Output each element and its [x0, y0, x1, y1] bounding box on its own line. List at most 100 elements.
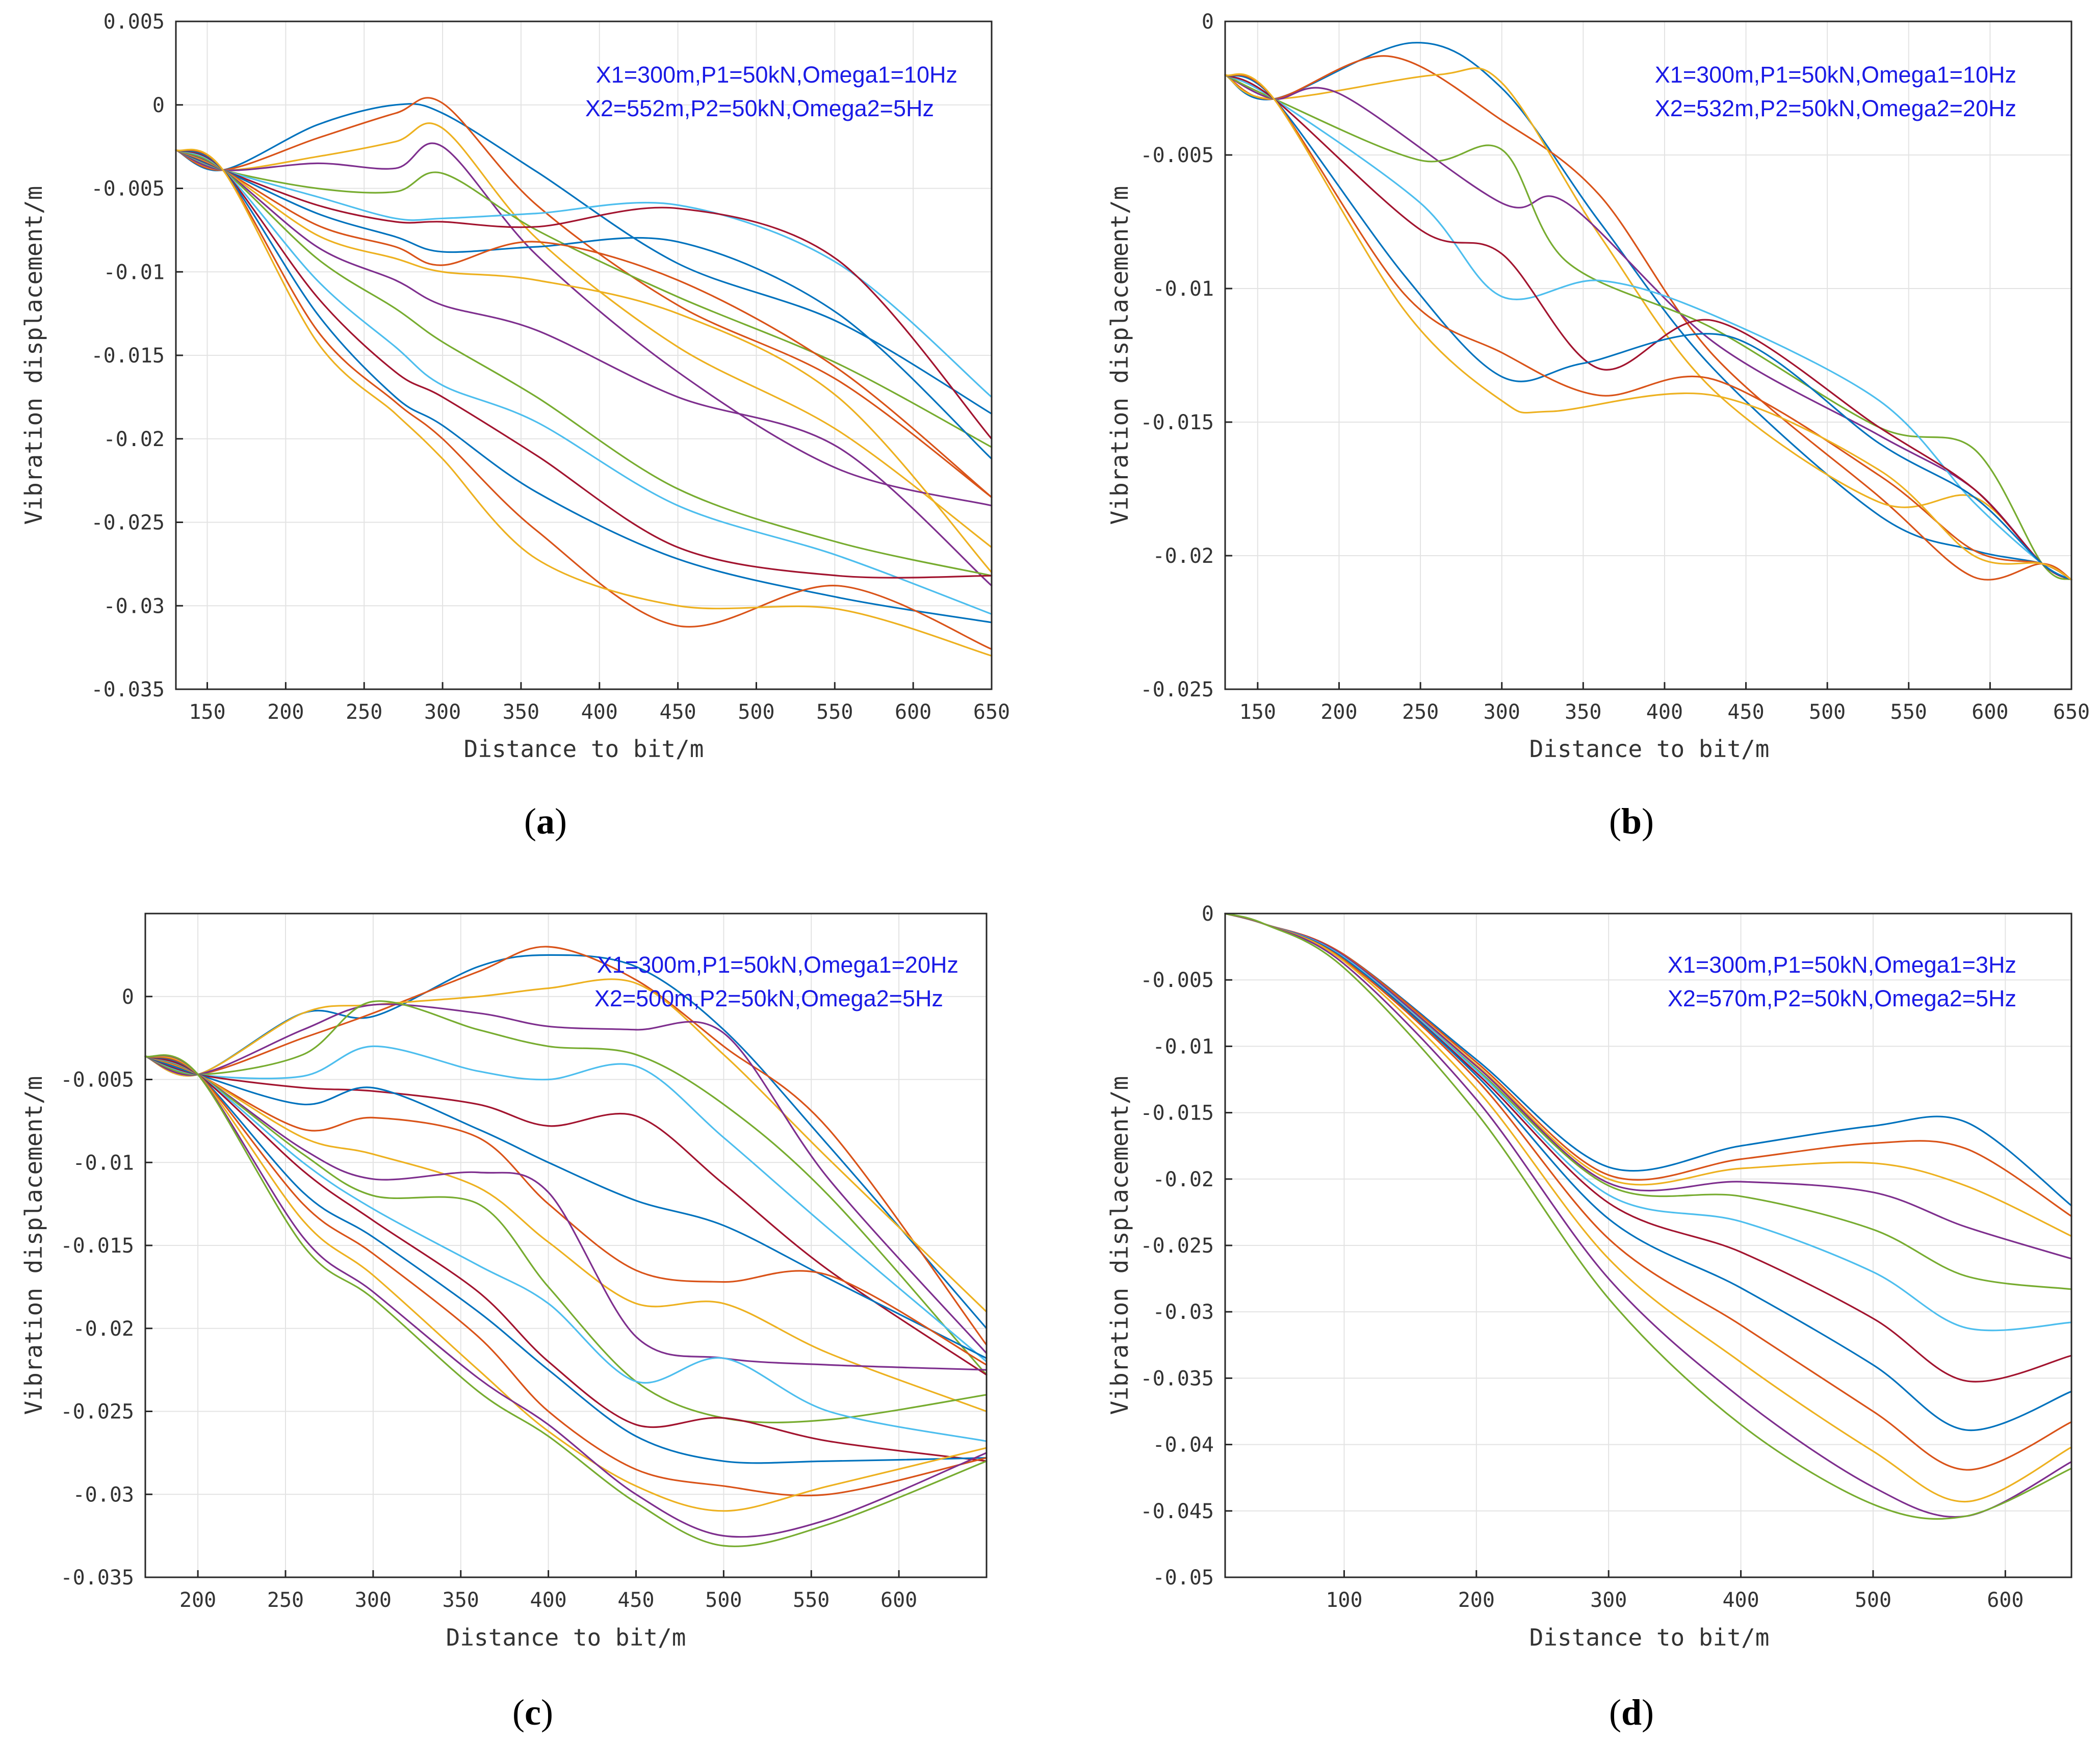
x-axis-label: Distance to bit/m — [446, 1624, 686, 1651]
x-axis-label: Distance to bit/m — [464, 735, 704, 763]
series-line-curve-13 — [144, 1055, 988, 1442]
x-tick-label: 300 — [355, 1589, 392, 1612]
series-line-curve-14 — [144, 1055, 988, 1462]
x-tick-label: 350 — [1565, 700, 1601, 724]
series-line-curve-12 — [1224, 913, 2072, 1520]
y-axis-label: Vibration displacement/m — [1106, 1076, 1133, 1415]
series-line-curve-6 — [144, 1045, 988, 1363]
y-tick-label: -0.04 — [1153, 1434, 1214, 1457]
y-tick-label: -0.02 — [1153, 1168, 1214, 1191]
series-line-curve-13 — [175, 149, 993, 615]
series-line-curve-11 — [144, 1055, 988, 1371]
y-tick-label: -0.03 — [73, 1483, 134, 1506]
series-line-curve-5 — [144, 1000, 988, 1376]
series-line-curve-4 — [1224, 913, 2072, 1260]
y-axis-label: Vibration displacement/m — [1106, 186, 1133, 525]
y-tick-label: -0.035 — [1140, 1367, 1214, 1390]
x-tick-label: 400 — [1646, 700, 1683, 724]
panel-b: 150 200 250 300 350 400 450 500 550 600 650 0 -0.005… — [1106, 10, 2090, 842]
series-line-curve-10 — [175, 149, 993, 574]
series-line-curve-19 — [144, 1054, 988, 1547]
y-tick-label: -0.035 — [61, 1566, 135, 1590]
series-line-curve-2 — [1224, 55, 2072, 581]
y-tick-label: 0 — [152, 94, 165, 117]
series-line-curve-10 — [1224, 913, 2072, 1503]
annotation-line-1: X1=300m,P1=50kN,Omega1=10Hz — [1655, 62, 2016, 88]
annotation-line-2: X2=532m,P2=50kN,Omega2=20Hz — [1655, 95, 2016, 121]
x-tick-label: 250 — [267, 1589, 304, 1612]
x-tick-label: 200 — [1320, 700, 1357, 724]
y-tick-label: -0.005 — [61, 1069, 135, 1092]
y-tick-label: -0.005 — [1140, 969, 1214, 992]
y-tick-label: -0.03 — [1153, 1300, 1214, 1324]
series-line-curve-14 — [175, 149, 993, 579]
series-line-curve-3 — [144, 978, 988, 1313]
x-tick-label: 400 — [1722, 1589, 1759, 1612]
annotation-line-1: X1=300m,P1=50kN,Omega1=3Hz — [1668, 952, 2016, 978]
series-line-curve-7 — [1224, 74, 2072, 581]
x-tick-label: 550 — [816, 700, 853, 724]
series-line-curve-16 — [144, 1055, 988, 1497]
x-tick-label: 300 — [1590, 1589, 1627, 1612]
series-line-curve-12 — [144, 1055, 988, 1423]
y-tick-label: 0 — [1202, 902, 1214, 926]
series-line-curve-9 — [144, 1055, 988, 1366]
y-tick-label: -0.015 — [1140, 411, 1214, 434]
x-tick-label: 500 — [1855, 1589, 1891, 1612]
y-tick-label: -0.01 — [1153, 277, 1214, 301]
x-tick-label: 450 — [1727, 700, 1764, 724]
annotation-line-2: X2=500m,P2=50kN,Omega2=5Hz — [594, 985, 943, 1011]
panel-label: (a) — [524, 801, 567, 842]
series-line-curve-12 — [175, 149, 993, 577]
y-tick-label: -0.015 — [91, 344, 165, 368]
x-tick-label: 300 — [424, 700, 461, 724]
annotation-line-2: X2=552m,P2=50kN,Omega2=5Hz — [585, 95, 934, 121]
y-tick-label: -0.025 — [1140, 1234, 1214, 1258]
series-line-curve-9 — [1224, 74, 2072, 581]
y-tick-label: -0.015 — [1140, 1102, 1214, 1125]
series-line-curve-18 — [144, 1054, 988, 1538]
series-line-curve-7 — [144, 1055, 988, 1376]
series-line-curve-5 — [175, 149, 993, 448]
series-line-curve-17 — [175, 148, 993, 657]
y-tick-label: -0.025 — [61, 1400, 135, 1424]
x-tick-label: 350 — [443, 1589, 479, 1612]
x-tick-label: 400 — [530, 1589, 567, 1612]
series-line-curve-16 — [175, 149, 993, 650]
series-line-curve-6 — [175, 149, 993, 398]
series-line-curve-15 — [175, 149, 993, 623]
x-tick-label: 150 — [1239, 700, 1276, 724]
x-tick-label: 600 — [1987, 1589, 2024, 1612]
x-tick-label: 100 — [1326, 1589, 1362, 1612]
panel-a: 150 200 250 300 350 400 450 500 550 600 650 0.005 0 -… — [20, 10, 1010, 842]
series-line-curve-2 — [144, 946, 988, 1346]
y-tick-label: -0.02 — [73, 1317, 134, 1341]
y-tick-label: -0.005 — [1140, 144, 1214, 167]
x-tick-label: 600 — [895, 700, 931, 724]
y-tick-label: -0.01 — [1153, 1035, 1214, 1058]
x-tick-label: 550 — [1890, 700, 1927, 724]
x-tick-label: 650 — [973, 700, 1010, 724]
x-tick-label: 500 — [738, 700, 774, 724]
x-tick-label: 200 — [1458, 1589, 1495, 1612]
annotation-line-1: X1=300m,P1=50kN,Omega1=10Hz — [596, 62, 957, 88]
y-tick-label: -0.01 — [103, 261, 165, 284]
x-tick-label: 450 — [617, 1589, 654, 1612]
y-tick-label: -0.045 — [1140, 1500, 1214, 1523]
axes-frame — [1224, 20, 2072, 690]
x-tick-label: 500 — [1809, 700, 1846, 724]
y-tick-label: 0 — [1202, 10, 1214, 34]
series-line-curve-10 — [144, 1055, 988, 1413]
y-axis-label: Vibration displacement/m — [20, 186, 47, 525]
series-line-curve-15 — [144, 1055, 988, 1464]
series-line-curve-11 — [175, 149, 993, 587]
y-tick-label: -0.035 — [91, 678, 165, 701]
series-line-curve-4 — [144, 1003, 988, 1355]
panel-label: (d) — [1609, 1692, 1654, 1733]
series-line-curve-8 — [144, 1055, 988, 1359]
x-axis-label: Distance to bit/m — [1529, 735, 1770, 763]
series-line-curve-4 — [175, 142, 993, 507]
x-tick-label: 400 — [581, 700, 618, 724]
series-line-curve-8 — [1224, 74, 2072, 581]
